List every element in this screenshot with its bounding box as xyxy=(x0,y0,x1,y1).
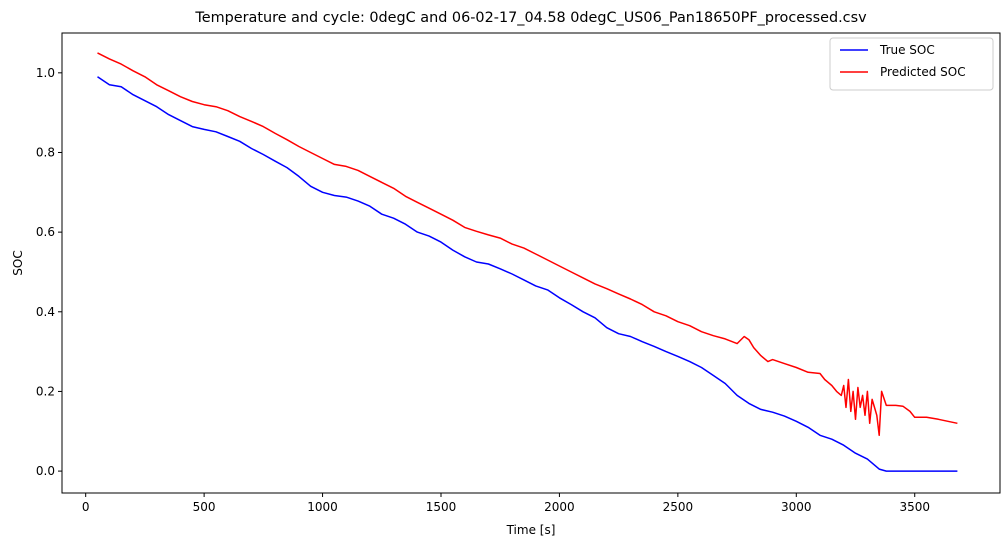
chart-title: Temperature and cycle: 0degC and 06-02-1… xyxy=(194,10,867,26)
x-axis: 0 500 1000 1500 2000 2500 3000 3500 xyxy=(82,493,930,514)
legend-label-true-soc: True SOC xyxy=(879,43,935,57)
x-tick-label: 2000 xyxy=(544,500,575,514)
y-tick-label: 0.8 xyxy=(36,145,55,159)
x-tick-label: 2500 xyxy=(663,500,694,514)
legend-box xyxy=(829,37,994,91)
y-axis: 0.0 0.2 0.4 0.6 0.8 1.0 xyxy=(36,66,62,478)
x-tick-label: 0 xyxy=(82,500,90,514)
y-tick-label: 0.0 xyxy=(36,464,55,478)
series-line-predicted-soc xyxy=(97,52,958,437)
plot-frame xyxy=(61,32,1001,494)
x-tick-label: 1500 xyxy=(426,500,457,514)
y-axis-label: SOC xyxy=(11,250,25,275)
legend: True SOC Predicted SOC xyxy=(829,37,994,91)
plot-area xyxy=(97,52,958,472)
x-tick-label: 3000 xyxy=(781,500,812,514)
x-tick-label: 500 xyxy=(193,500,216,514)
x-tick-label: 3500 xyxy=(899,500,930,514)
y-tick-label: 1.0 xyxy=(36,66,55,80)
series-line-true-soc xyxy=(97,76,958,472)
y-tick-label: 0.2 xyxy=(36,384,55,398)
x-tick-label: 1000 xyxy=(307,500,338,514)
x-axis-label: Time [s] xyxy=(506,523,556,537)
y-tick-label: 0.6 xyxy=(36,225,55,239)
y-tick-label: 0.4 xyxy=(36,305,55,319)
legend-label-predicted-soc: Predicted SOC xyxy=(880,65,966,79)
